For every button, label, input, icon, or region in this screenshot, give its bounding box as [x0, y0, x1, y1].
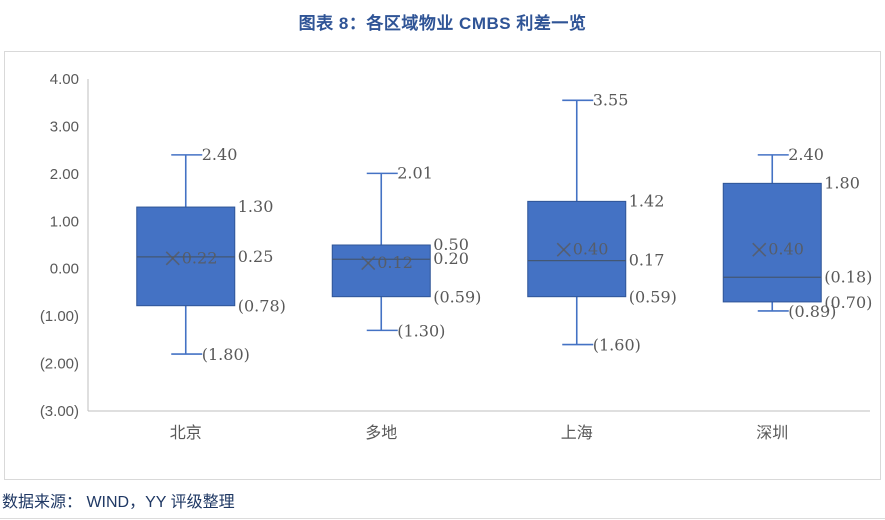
- q3-label: 0.50: [433, 235, 469, 254]
- y-tick-label-6: (2.00): [40, 356, 79, 373]
- q1-label: (0.59): [433, 288, 481, 307]
- box-plot-canvas: 4.00 3.00 2.00 1.00 0.00 (1.00) (2.00) (3.00) 2.…: [40, 71, 873, 442]
- max-label: 2.01: [397, 163, 433, 182]
- mean-label: 0.12: [377, 253, 413, 272]
- q1-label: (0.70): [824, 293, 872, 312]
- category-label-2: 上海: [561, 424, 593, 442]
- mean-label: 0.40: [768, 240, 804, 259]
- y-tick-label-4: 0.00: [50, 261, 79, 278]
- median-label: (0.18): [824, 267, 872, 286]
- box-group-1: 2.01 0.500.20 (0.59) (1.30) 0.12 多地: [331, 163, 481, 442]
- min-label: (1.60): [593, 336, 641, 355]
- median-label: 0.17: [629, 251, 665, 270]
- box-group-3: 2.401.80 (0.18) (0.70)(0.89) 0.40 深圳: [722, 145, 872, 442]
- q1-label: (0.78): [238, 297, 286, 316]
- mean-label: 0.22: [182, 248, 218, 267]
- bottom-divider: [0, 518, 885, 519]
- y-tick-label-2: 2.00: [50, 166, 79, 183]
- min-label: (1.80): [202, 345, 250, 364]
- min-label: (0.89): [788, 302, 836, 321]
- y-tick-label-3: 1.00: [50, 213, 79, 230]
- box-group-2: 3.55 1.42 0.17 (0.59) (1.60) 0.40 上海: [527, 90, 677, 442]
- q1-label: (0.59): [629, 288, 677, 307]
- mean-marker: [752, 242, 767, 257]
- mean-marker: [165, 251, 180, 266]
- q3-label: 1.80: [824, 173, 860, 192]
- mean-marker: [361, 255, 376, 271]
- chart-frame: 4.00 3.00 2.00 1.00 0.00 (1.00) (2.00) (3.00) 2.…: [4, 51, 881, 480]
- max-label: 2.40: [788, 145, 824, 164]
- y-tick-label-5: (1.00): [40, 308, 79, 325]
- median-label: 0.20: [433, 249, 469, 268]
- max-label: 3.55: [593, 90, 629, 109]
- min-label: (1.30): [397, 321, 445, 340]
- category-label-3: 深圳: [756, 424, 788, 442]
- y-tick-label-0: 4.00: [50, 71, 79, 88]
- y-tick-label-7: (3.00): [40, 403, 79, 420]
- mean-marker: [556, 242, 571, 257]
- iqr-box: [331, 244, 431, 298]
- chart-title: 图表 8：各区域物业 CMBS 利差一览: [298, 14, 587, 33]
- q3-label: 1.30: [238, 197, 274, 216]
- source-note: 数据来源： WIND，YY 评级整理: [2, 494, 235, 511]
- mean-label: 0.40: [573, 240, 609, 259]
- q3-label: 1.42: [629, 191, 665, 210]
- iqr-box: [722, 182, 822, 303]
- y-tick-label-1: 3.00: [50, 118, 79, 135]
- category-label-1: 多地: [365, 424, 397, 442]
- box-group-0: 2.40 1.30 0.25 (0.78) (1.80) 0.22 北京: [136, 145, 286, 442]
- median-label: 0.25: [238, 247, 274, 266]
- category-label-0: 北京: [170, 424, 202, 442]
- max-label: 2.40: [202, 145, 238, 164]
- iqr-box: [527, 200, 627, 298]
